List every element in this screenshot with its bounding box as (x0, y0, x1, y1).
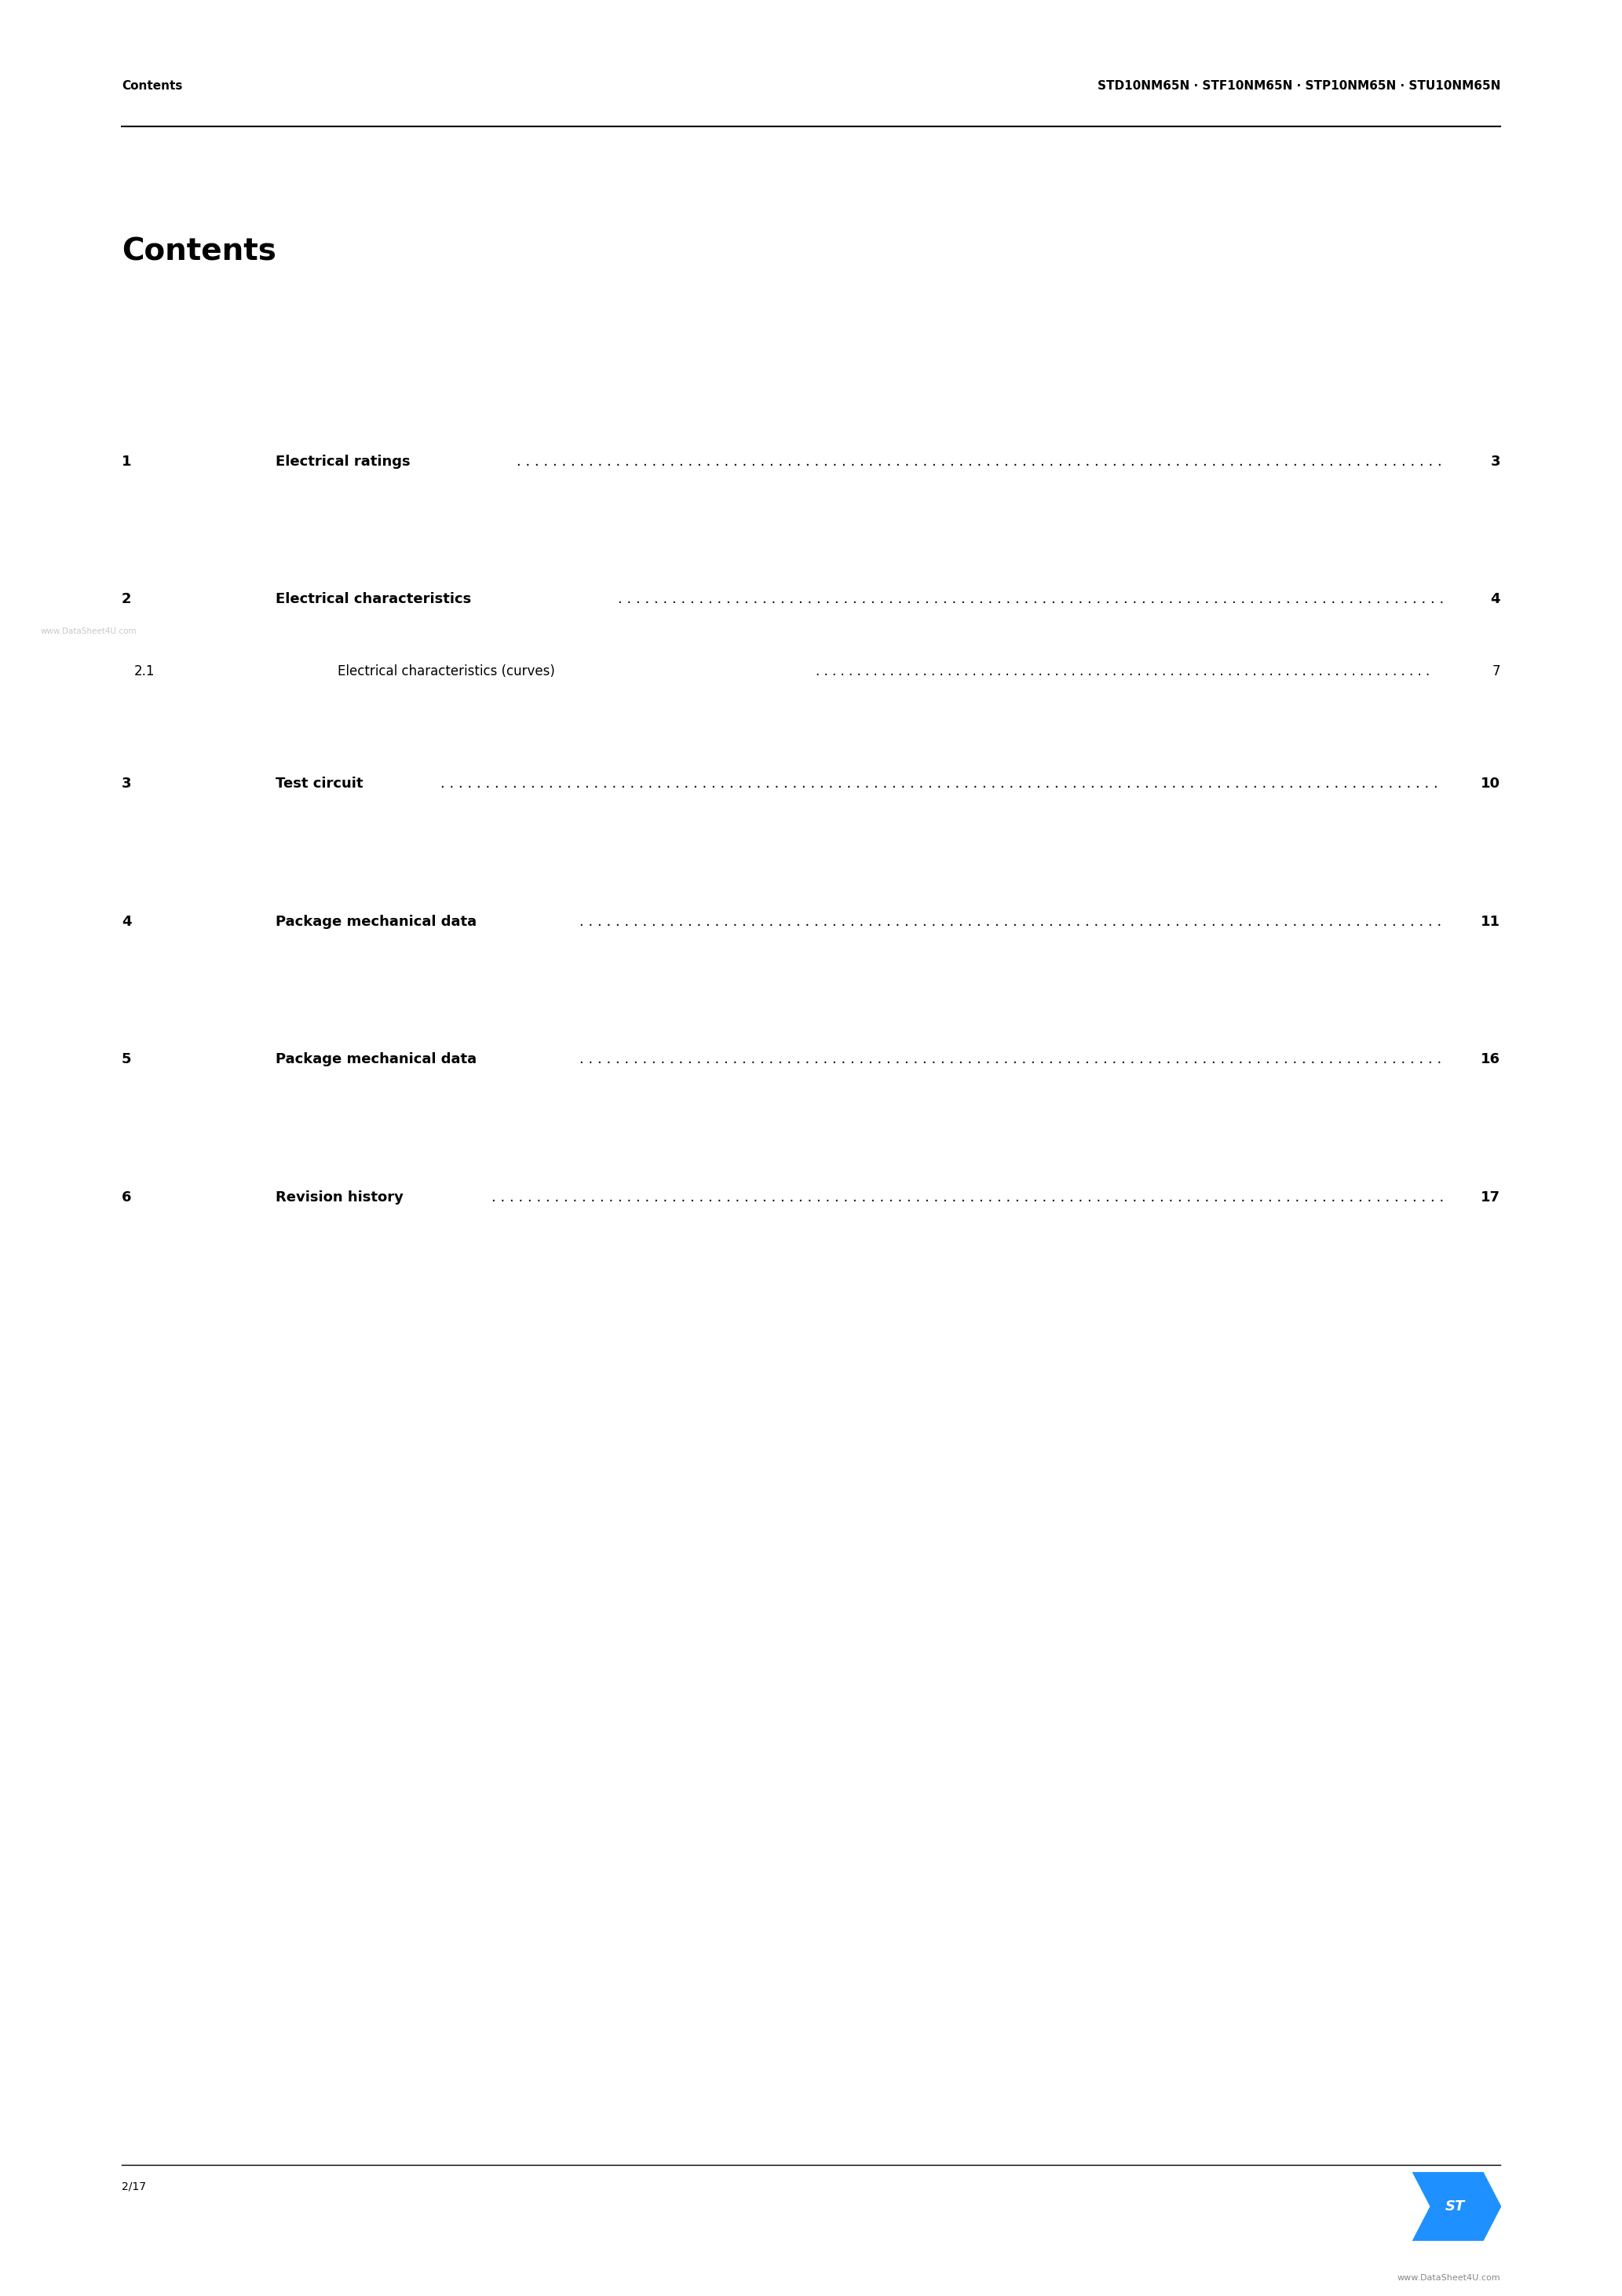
Text: 17: 17 (1481, 1189, 1500, 1205)
Text: 2: 2 (122, 592, 131, 606)
Text: www.DataSheet4U.com: www.DataSheet4U.com (41, 627, 136, 636)
Text: Electrical ratings: Electrical ratings (276, 455, 410, 468)
Text: Test circuit: Test circuit (276, 776, 363, 792)
Text: 16: 16 (1481, 1052, 1500, 1068)
Text: 2/17: 2/17 (122, 2181, 146, 2193)
Text: 3: 3 (122, 776, 131, 792)
Text: . . . . . . . . . . . . . . . . . . . . . . . . . . . . . . . . . . . . . . . . : . . . . . . . . . . . . . . . . . . . . … (579, 1052, 1447, 1068)
Text: 4: 4 (1491, 592, 1500, 606)
Text: . . . . . . . . . . . . . . . . . . . . . . . . . . . . . . . . . . . . . . . . : . . . . . . . . . . . . . . . . . . . . … (441, 776, 1442, 792)
Text: STD10NM65N · STF10NM65N · STP10NM65N · STU10NM65N: STD10NM65N · STF10NM65N · STP10NM65N · S… (1098, 80, 1500, 92)
Text: Revision history: Revision history (276, 1189, 404, 1205)
Text: 10: 10 (1481, 776, 1500, 792)
Text: 6: 6 (122, 1189, 131, 1205)
Text: 1: 1 (122, 455, 131, 468)
Text: Package mechanical data: Package mechanical data (276, 1052, 477, 1068)
Text: Electrical characteristics (curves): Electrical characteristics (curves) (337, 664, 555, 677)
Text: Contents: Contents (122, 80, 182, 92)
Text: . . . . . . . . . . . . . . . . . . . . . . . . . . . . . . . . . . . . . . . . : . . . . . . . . . . . . . . . . . . . . … (618, 592, 1448, 606)
Text: . . . . . . . . . . . . . . . . . . . . . . . . . . . . . . . . . . . . . . . . : . . . . . . . . . . . . . . . . . . . . … (491, 1189, 1448, 1205)
Text: www.DataSheet4U.com: www.DataSheet4U.com (1397, 2275, 1500, 2282)
Text: Electrical characteristics: Electrical characteristics (276, 592, 472, 606)
Text: Contents: Contents (122, 236, 276, 266)
Text: 7: 7 (1492, 664, 1500, 677)
Text: ST: ST (1445, 2200, 1465, 2213)
Text: 4: 4 (122, 914, 131, 930)
Text: . . . . . . . . . . . . . . . . . . . . . . . . . . . . . . . . . . . . . . . . : . . . . . . . . . . . . . . . . . . . . … (816, 664, 1434, 677)
Text: 5: 5 (122, 1052, 131, 1068)
Text: 2.1: 2.1 (135, 664, 154, 677)
Text: Package mechanical data: Package mechanical data (276, 914, 477, 930)
Text: . . . . . . . . . . . . . . . . . . . . . . . . . . . . . . . . . . . . . . . . : . . . . . . . . . . . . . . . . . . . . … (516, 455, 1447, 468)
Text: 3: 3 (1491, 455, 1500, 468)
Polygon shape (1413, 2172, 1502, 2241)
Text: . . . . . . . . . . . . . . . . . . . . . . . . . . . . . . . . . . . . . . . . : . . . . . . . . . . . . . . . . . . . . … (579, 914, 1447, 930)
Text: 11: 11 (1481, 914, 1500, 930)
